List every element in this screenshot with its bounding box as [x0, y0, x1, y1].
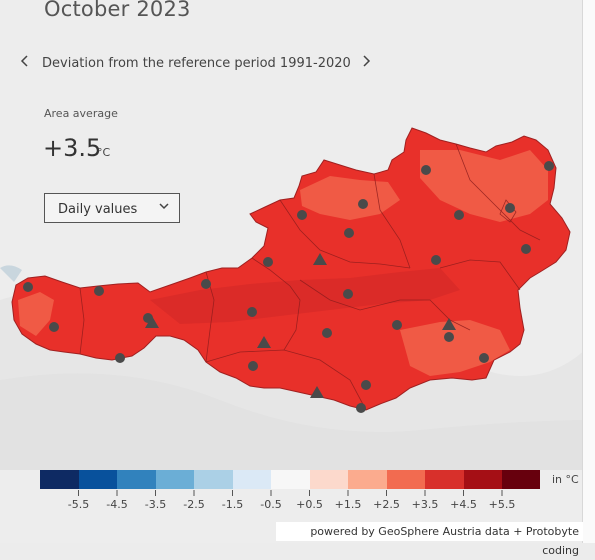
station-marker: [361, 380, 371, 390]
station-marker: [358, 199, 368, 209]
legend-tick-label: -5.5: [67, 498, 90, 511]
legend-tick-label: -4.5: [106, 498, 128, 511]
station-marker: [343, 289, 353, 299]
station-marker: [392, 320, 402, 330]
legend-tick-label: -0.5: [260, 498, 282, 511]
legend-tick-label: -2.5: [183, 498, 205, 511]
mountain-station-marker: [257, 336, 271, 348]
period-label: Deviation from the reference period 1991…: [42, 56, 351, 71]
station-marker: [521, 244, 531, 254]
area-average-label: Area average: [44, 107, 118, 120]
next-period-button[interactable]: [361, 53, 371, 72]
mountain-station-marker: [145, 316, 159, 328]
scrollbar-track[interactable]: [582, 0, 595, 543]
legend-tick-label: -1.5: [221, 498, 244, 511]
area-average-unit: °C: [97, 146, 111, 159]
legend-tick-label: +0.5: [296, 498, 323, 511]
station-marker: [454, 210, 464, 220]
mountain-station-marker: [442, 318, 456, 330]
mountain-station-marker: [310, 386, 324, 398]
station-marker: [322, 328, 332, 338]
legend-swatch: [117, 470, 156, 489]
station-marker: [505, 203, 515, 213]
station-marker: [431, 255, 441, 265]
station-marker: [297, 210, 307, 220]
legend-tick-label: -3.5: [144, 498, 167, 511]
legend-swatch: [386, 470, 425, 489]
legend-swatch: [40, 470, 79, 489]
chevron-down-icon: [159, 203, 169, 210]
station-marker: [421, 165, 431, 175]
mountain-station-marker: [313, 253, 327, 265]
legend-tick-label: +1.5: [334, 498, 362, 511]
legend-tick-label: +2.5: [373, 498, 400, 511]
austria-map[interactable]: [0, 0, 595, 543]
station-marker: [247, 307, 257, 317]
page-title: October 2023: [44, 0, 191, 21]
legend-tick-label: +5.5: [488, 498, 516, 511]
station-marker: [94, 286, 104, 296]
values-dropdown[interactable]: Daily values: [44, 193, 180, 223]
dropdown-label: Daily values: [58, 202, 138, 217]
station-marker: [344, 228, 354, 238]
station-marker: [201, 279, 211, 289]
legend-swatch: [155, 470, 194, 489]
station-marker: [444, 332, 454, 342]
legend-unit: in °C: [552, 473, 579, 486]
legend-swatch: [348, 470, 387, 489]
alpine-zone: [150, 268, 460, 324]
legend-tick-label: +4.5: [450, 498, 477, 511]
color-legend: [40, 470, 540, 490]
legend-swatch: [463, 470, 502, 489]
chevron-right-icon: [363, 55, 371, 67]
legend-swatch: [232, 470, 271, 489]
prev-period-button[interactable]: [20, 53, 30, 72]
mountain-station-markers: [145, 253, 456, 398]
attribution-credit: powered by GeoSphere Austria data + Prot…: [276, 522, 583, 557]
station-marker: [248, 361, 258, 371]
legend-swatch: [78, 470, 117, 489]
station-marker: [356, 403, 366, 413]
station-marker: [49, 322, 59, 332]
legend-tick-marks: [78, 490, 503, 496]
legend-swatch: [194, 470, 233, 489]
station-marker: [263, 257, 273, 267]
legend-swatch: [425, 470, 464, 489]
station-marker: [544, 161, 554, 171]
legend-tick-label: +3.5: [411, 498, 439, 511]
chevron-left-icon: [20, 55, 28, 67]
lowland-west: [18, 292, 54, 336]
legend-swatch: [502, 470, 540, 489]
station-marker: [115, 353, 125, 363]
area-average-value: +3.5: [43, 134, 102, 162]
lowland-east: [420, 150, 548, 222]
legend-swatch: [309, 470, 348, 489]
lowland-north: [300, 176, 400, 220]
station-marker: [23, 282, 33, 292]
station-marker: [479, 353, 489, 363]
legend-swatch: [271, 470, 310, 489]
station-markers: [23, 161, 554, 413]
